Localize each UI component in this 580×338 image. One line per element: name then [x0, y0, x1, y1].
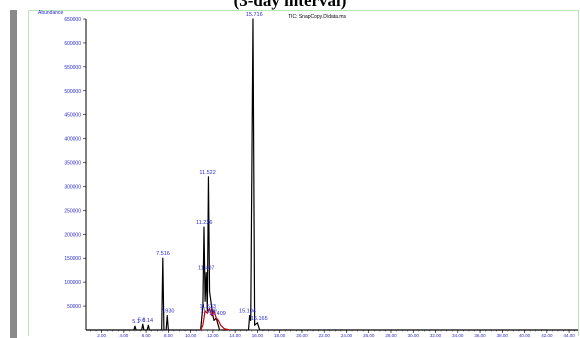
y-tick-label: 650000 — [64, 17, 81, 23]
x-tick-label: 26.00 — [363, 333, 375, 338]
y-tick-label: 350000 — [64, 161, 81, 167]
peak-label: 15.104 — [239, 309, 256, 315]
x-tick-label: 6.00 — [142, 333, 151, 338]
x-tick-label: 32.00 — [430, 333, 442, 338]
chart-caption: (3-day interval) — [233, 0, 347, 10]
peak-label: 11.226 — [196, 220, 212, 226]
peak-label: 15.716 — [246, 12, 263, 18]
chromatogram-trace-2 — [200, 307, 230, 331]
x-tick-label: 28.00 — [385, 333, 397, 338]
peak-label: 11.522 — [199, 170, 215, 176]
x-tick-label: 38.00 — [497, 333, 509, 338]
x-tick-label: 14.00 — [230, 333, 242, 338]
chromatogram-trace-1 — [86, 18, 578, 331]
x-tick-label: 8.00 — [164, 333, 173, 338]
peak-label: 6.14 — [142, 318, 153, 324]
y-tick-label: 500000 — [64, 89, 81, 95]
x-tick-label: 4.00 — [119, 333, 128, 338]
x-tick-label: 10.00 — [185, 333, 197, 338]
x-tick-label: 18.00 — [274, 333, 286, 338]
x-tick-label: 24.00 — [341, 333, 353, 338]
y-tick-label: 600000 — [64, 41, 81, 47]
x-tick-label: 34.00 — [452, 333, 464, 338]
y-axis-label: Abundance — [38, 10, 64, 16]
peak-label: 12.409 — [209, 311, 226, 317]
y-tick-label: 550000 — [64, 65, 81, 71]
y-tick-label: 400000 — [64, 137, 81, 143]
x-tick-label: 36.00 — [474, 333, 486, 338]
peak-label: 5.6 — [138, 317, 146, 323]
y-tick-label: 200000 — [64, 232, 81, 238]
x-tick-label: 12.00 — [207, 333, 219, 338]
peak-label: 7.516 — [156, 251, 170, 257]
peak-label: 7.930 — [161, 309, 175, 315]
x-tick-label: 22.00 — [319, 333, 331, 338]
y-tick-label: 300000 — [64, 184, 81, 190]
x-tick-label: 44.00 — [563, 333, 575, 338]
x-tick-label: 16.00 — [252, 333, 264, 338]
x-tick-label: 20.00 — [296, 333, 308, 338]
peak-label: 16.165 — [251, 316, 268, 322]
plot-frame — [28, 10, 579, 336]
x-tick-label: 2.00 — [97, 333, 106, 338]
peak-label: 11.407 — [198, 266, 214, 272]
x-tick-label: 42.00 — [541, 333, 553, 338]
peak-label: 11.533 — [199, 304, 215, 310]
x-tick-label: 40.00 — [519, 333, 531, 338]
tic-label: TIC: SnapCopy.D\data.ms — [288, 14, 346, 20]
y-tick-label: 50000 — [67, 304, 81, 310]
y-tick-label: 100000 — [64, 280, 81, 286]
y-tick-label: 450000 — [64, 113, 81, 119]
peak-label: 5.1 — [132, 319, 140, 325]
peak-label: 11.609 — [200, 309, 216, 315]
window-scrollbar[interactable] — [10, 10, 17, 338]
x-tick-label: 30.00 — [408, 333, 420, 338]
y-tick-label: 250000 — [64, 208, 81, 214]
y-tick-label: 150000 — [64, 256, 81, 262]
